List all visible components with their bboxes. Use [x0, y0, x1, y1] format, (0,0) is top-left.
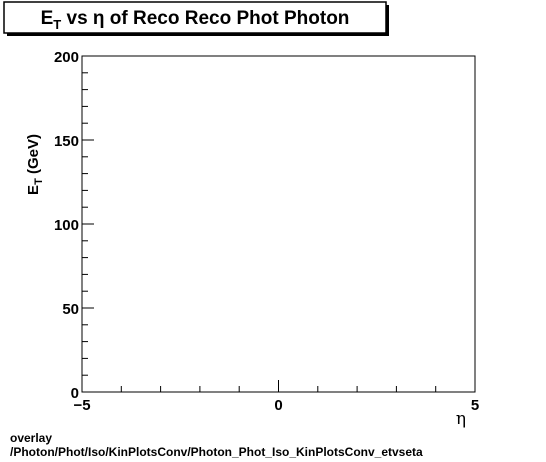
title-main: E	[41, 8, 54, 29]
x-tick-label: −5	[73, 397, 90, 414]
y-tick-label: 150	[54, 133, 79, 150]
plot-frame	[81, 55, 476, 393]
y-tick-label: 0	[71, 385, 79, 402]
x-axis-title: η	[456, 409, 466, 429]
y-axis-title: ET (GeV)	[25, 134, 45, 195]
footer-line-1: overlay	[10, 431, 52, 445]
title-rest: vs η of Reco Reco Phot Photon	[61, 8, 349, 29]
ylabel-main: E	[25, 185, 42, 195]
y-tick-label: 200	[54, 49, 79, 66]
chart-title: ET vs η of Reco Reco Phot Photon	[41, 8, 350, 32]
title-box: ET vs η of Reco Reco Phot Photon	[3, 1, 389, 36]
x-tick-label: 0	[274, 397, 282, 414]
y-tick-label: 100	[54, 217, 79, 234]
ylabel-sub: T	[33, 178, 45, 185]
footer-line-2: /Photon/Phot/Iso/KinPlotsConv/Photon_Pho…	[10, 445, 423, 459]
title-box-frame	[3, 1, 387, 34]
y-axis: 0 50 100 150 200	[54, 49, 94, 402]
x-axis: −5 0 5	[73, 380, 479, 414]
x-tick-label: 5	[471, 397, 479, 414]
title-sub: T	[53, 17, 61, 32]
ylabel-rest: (GeV)	[25, 134, 42, 178]
y-tick-label: 50	[62, 301, 79, 318]
